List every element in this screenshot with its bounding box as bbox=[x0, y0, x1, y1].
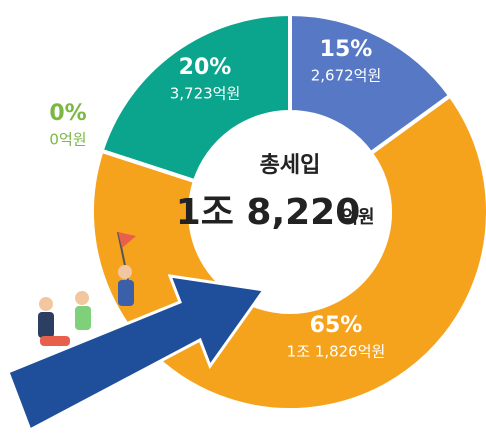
value-label: 65% bbox=[310, 313, 363, 338]
flag bbox=[118, 232, 136, 248]
total: 1조 8,220 bbox=[176, 192, 361, 233]
amount-label: 0억원 bbox=[49, 131, 86, 149]
labels: 15% 2,672억원 65% 1조 1,826억원 0% 0억원 20% 3,723억원 bbox=[49, 37, 385, 361]
center-label: 총세입 bbox=[260, 153, 321, 178]
person bbox=[118, 265, 132, 279]
person bbox=[40, 336, 70, 346]
wedge bbox=[99, 11, 292, 184]
person bbox=[38, 312, 54, 338]
arrow bbox=[6, 274, 267, 433]
value-label: 15% bbox=[320, 37, 373, 62]
person bbox=[39, 297, 53, 311]
person bbox=[75, 306, 91, 330]
amount-label: 2,672억원 bbox=[311, 67, 382, 85]
illustration bbox=[6, 231, 267, 433]
amount-label: 1조 1,826억원 bbox=[287, 343, 386, 361]
value-label: 0% bbox=[49, 101, 86, 126]
value-label: 20% bbox=[179, 55, 232, 80]
total-unit: 억원 bbox=[341, 207, 374, 228]
person bbox=[75, 291, 89, 305]
person bbox=[118, 280, 134, 306]
amount-label: 3,723억원 bbox=[170, 85, 241, 103]
